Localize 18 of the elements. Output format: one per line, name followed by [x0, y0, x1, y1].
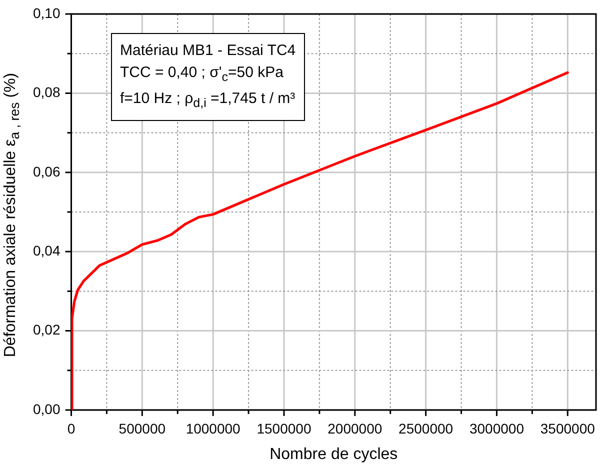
x-tick-label: 2500000 [398, 420, 454, 436]
y-tick-label: 0,02 [33, 322, 60, 338]
x-tick-label: 1000000 [186, 420, 241, 436]
annotation: f=10 Hz ; ρ$_{d,i}$ =1,745 t / m³ [120, 89, 296, 112]
y-tick-label: 0,06 [33, 163, 60, 180]
y-tick-label: 0,00 [33, 400, 60, 417]
x-tick-label: 3000000 [469, 420, 524, 436]
annotation: TCC = 0,40 ; σ'$_{c}$=50 kPa [120, 63, 284, 86]
x-tick-label: 500000 [118, 420, 166, 436]
y-tick-label: 0,10 [33, 4, 60, 21]
annotation: Matériau MB1 - Essai TC4 [120, 41, 296, 61]
y-tick-label: 0,08 [33, 84, 60, 100]
x-tick-label: 1500000 [256, 420, 312, 436]
x-tick-label: 0 [67, 420, 76, 436]
x-tick-label: 2000000 [328, 420, 382, 436]
y-tick-label: 0,04 [33, 242, 60, 258]
x-axis-title: Nombre de cycles [270, 446, 398, 463]
x-tick-label: 3500000 [540, 420, 596, 436]
